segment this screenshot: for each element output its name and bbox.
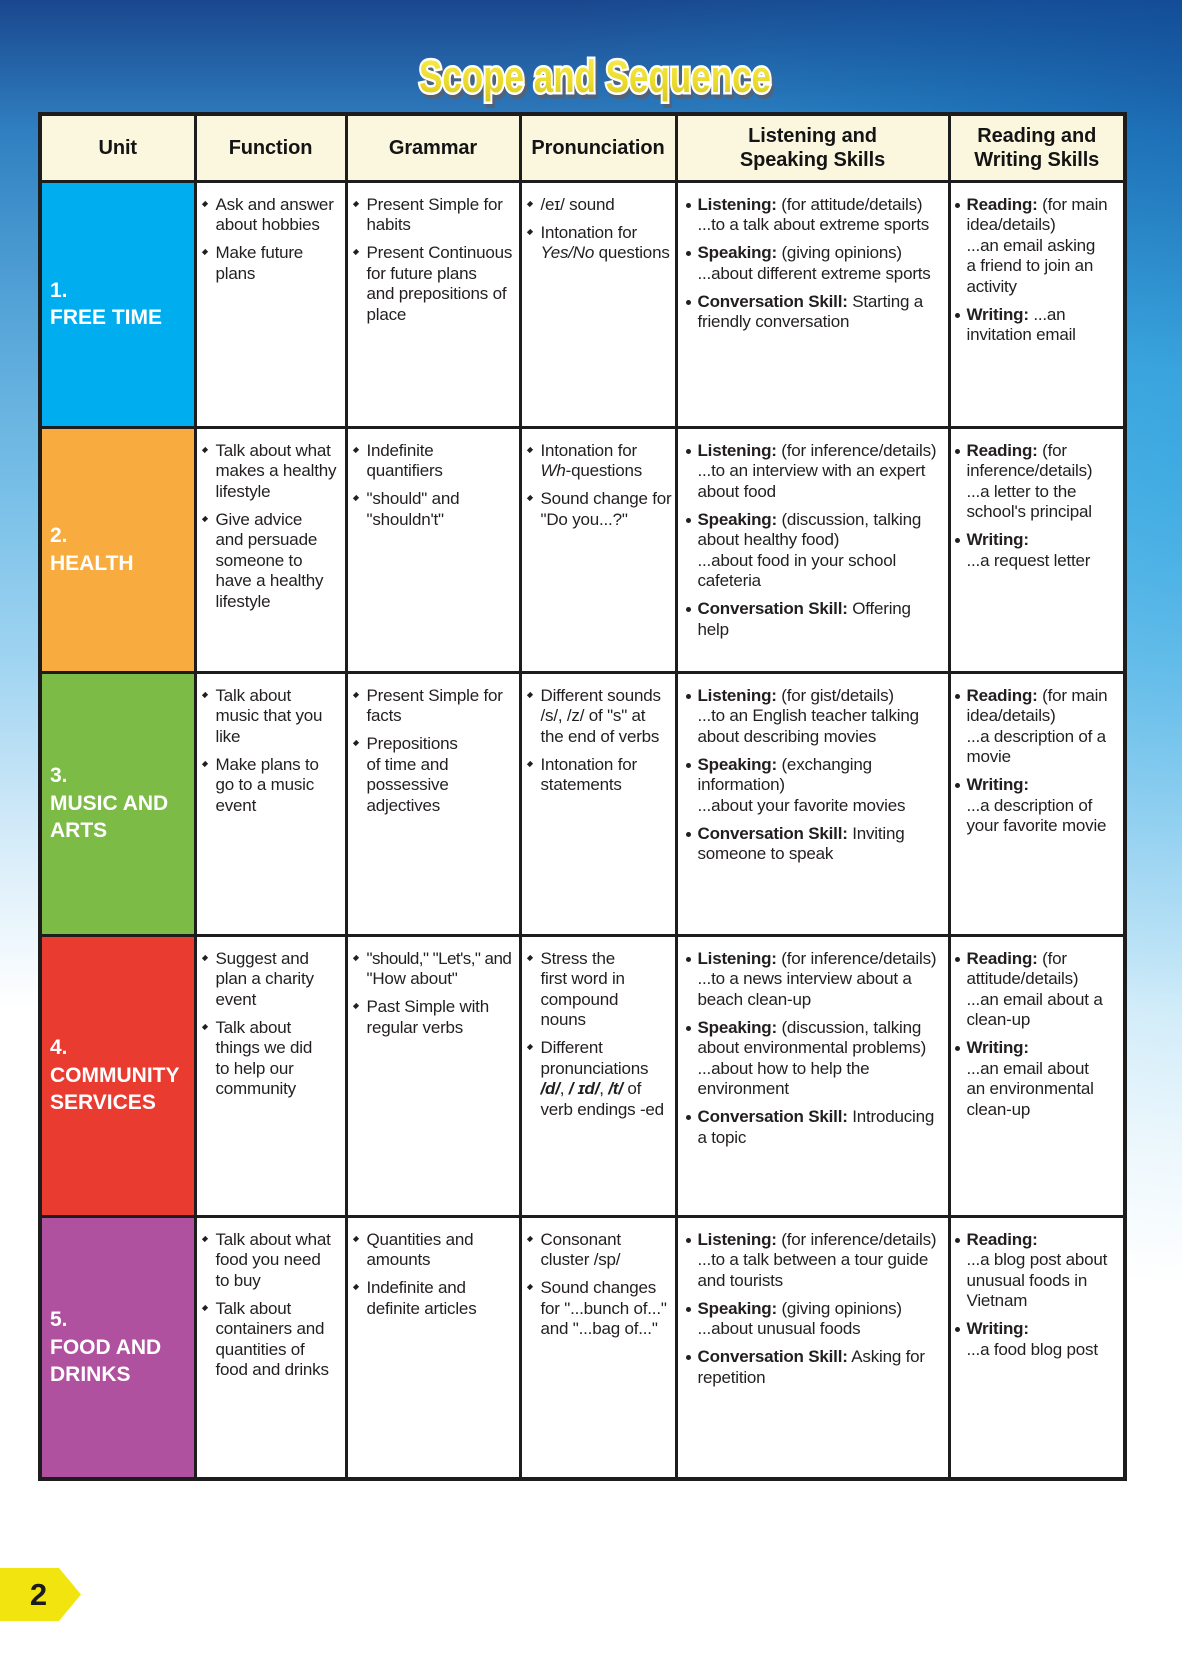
svg-text:Scope and Sequence: Scope and Sequence bbox=[419, 51, 771, 102]
svg-text:Scope and Sequence: Scope and Sequence bbox=[422, 55, 774, 106]
